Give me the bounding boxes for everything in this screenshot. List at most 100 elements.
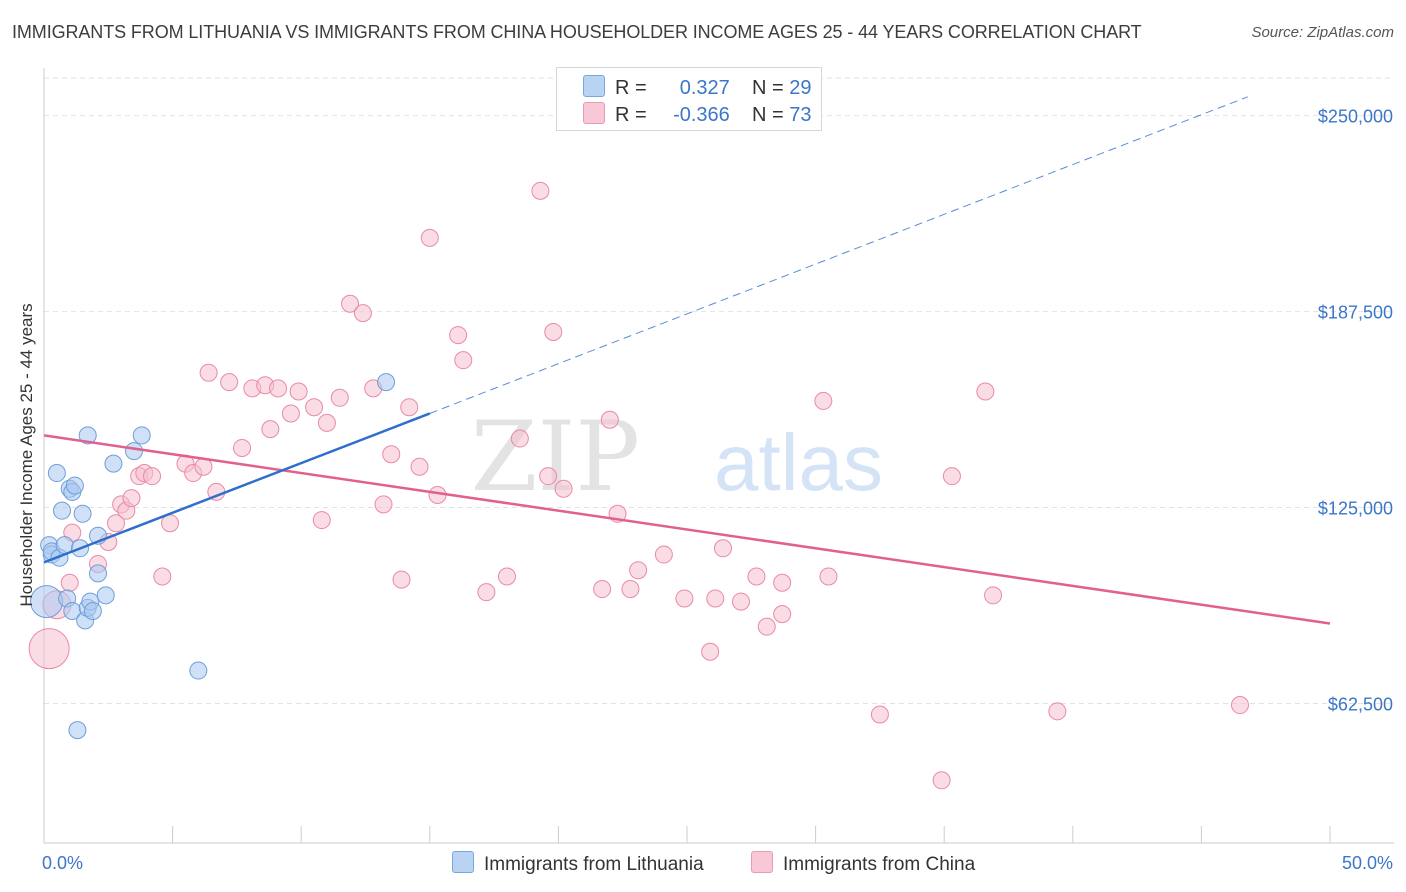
china-point [600,410,619,429]
lithuania-point [377,373,396,392]
china-point [932,771,951,790]
legend-r-label: R = [615,104,647,126]
lithuania-point [96,586,115,605]
bottom-legend-china: Immigrants from China [751,851,975,876]
china-point [773,605,792,624]
lithuania-point [73,504,92,523]
china-point [477,583,496,602]
china-swatch [583,102,605,124]
bottom-legend-china-label: Immigrants from China [783,854,976,875]
china-point [382,445,401,464]
legend-n-value: 29 [789,77,812,99]
china-point [449,326,468,345]
china-point [199,363,218,382]
legend-n-label: N = [752,104,784,126]
source-credit: Source: ZipAtlas.com [1251,24,1394,41]
lithuania-point [83,601,102,620]
lithuania-point [65,476,84,495]
china-point [400,398,419,417]
y-tick-label: $62,500 [1328,694,1393,714]
correlation-legend: R = 0.327 N = 29 R = -0.366 N = 73 [556,67,822,131]
china-point [747,567,766,586]
china-point [942,467,961,486]
china-point [554,479,573,498]
legend-row-lithuania: R = 0.327 N = 29 [583,75,812,99]
china-point [392,570,411,589]
china-point [220,373,239,392]
x-tick-label: 0.0% [42,853,83,873]
china-point [773,573,792,592]
legend-row-china: R = -0.366 N = 73 [583,102,812,126]
china-point [107,514,126,533]
tick-labels: $62,500 $125,000 $187,500 $250,000 0.0% 50.0% [42,107,1393,873]
watermark-atlas: atlas [714,418,883,507]
china-point [714,539,733,558]
china-point [510,429,529,448]
lithuania-point [104,454,123,473]
china-point [814,391,833,410]
china-point [976,382,995,401]
china-point [353,304,372,323]
china-point [732,592,751,611]
china-point [269,379,288,398]
china-point [153,567,172,586]
china-point [305,398,324,417]
legend-n-label: N = [752,77,784,99]
china-point [593,580,612,599]
china-point [60,573,79,592]
lithuania-trend-line [43,412,431,564]
china-point [984,586,1003,605]
china-point [317,413,336,432]
china-point [870,705,889,724]
china-point [539,467,558,486]
china-point [1230,696,1249,715]
china-point [654,545,673,564]
china-point [497,567,516,586]
china-point [531,181,550,200]
y-tick-label: $187,500 [1318,303,1393,323]
china-trend-line [43,434,1331,625]
legend-r-value: 0.327 [679,77,730,99]
china-point [122,489,141,508]
china-point [289,382,308,401]
china-point [629,561,648,580]
china-point [410,457,429,476]
china-point [675,589,694,608]
china-point [143,467,162,486]
lithuania-point [125,442,144,461]
y-tick-label: $125,000 [1318,499,1393,519]
bottom-legend-lithuania-label: Immigrants from Lithuania [484,854,704,875]
y-axis-label: Householder Income Ages 25 - 44 years [17,303,36,607]
lithuania-trend-extension [429,96,1248,414]
chart-title: IMMIGRANTS FROM LITHUANIA VS IMMIGRANTS … [12,22,1142,42]
lithuania-point [53,501,72,520]
china-point [819,567,838,586]
y-tick-label: $250,000 [1318,107,1393,127]
china-point [701,642,720,661]
lithuania-swatch [583,75,605,97]
china-point [420,228,439,247]
lithuania-point [89,564,108,583]
watermark: ZIP atlas [471,401,883,513]
china-point [757,617,776,636]
china-point [312,511,331,530]
lithuania-swatch [452,851,474,873]
lithuania-point [78,426,97,445]
lithuania-point [189,661,208,680]
china-point [706,589,725,608]
lithuania-point [47,464,66,483]
china-point [374,495,393,514]
lithuania-point [132,426,151,445]
lithuania-points [30,373,396,740]
china-point [621,580,640,599]
china-point [233,438,252,457]
china-point [28,628,70,670]
china-point [1048,702,1067,721]
china-point [341,294,360,313]
trend-lines [43,96,1331,625]
china-point [261,420,280,439]
lithuania-point [68,721,87,740]
legend-r-label: R = [615,77,647,99]
china-point [330,388,349,407]
